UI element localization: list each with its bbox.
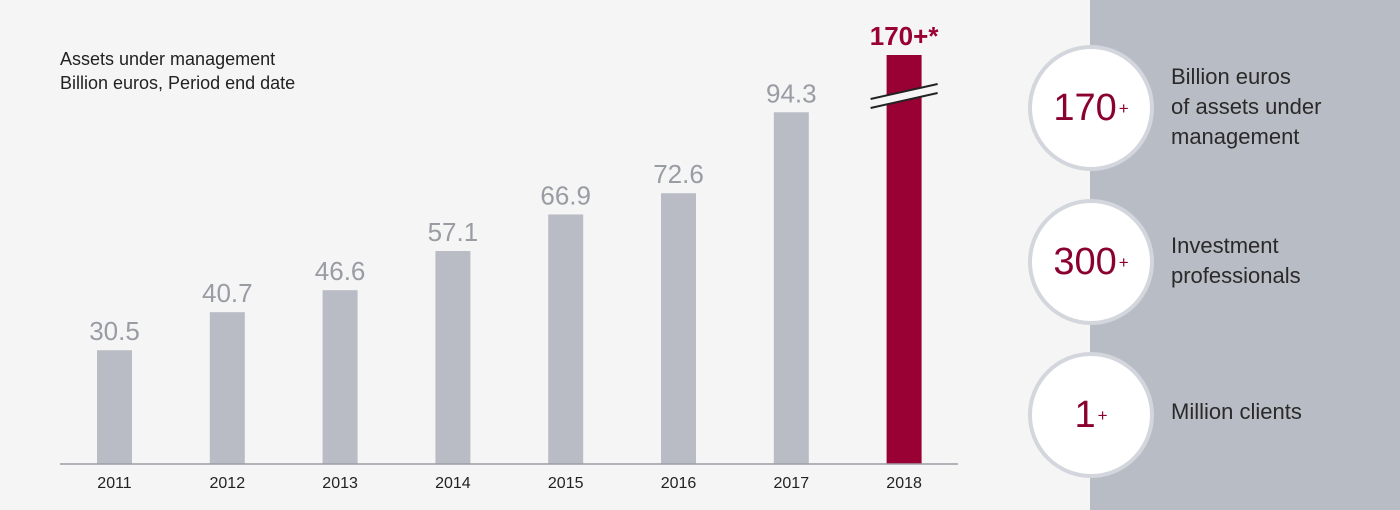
x-tick-label-2012: 2012 <box>210 475 246 492</box>
stat-circle-clients: 1 + <box>1028 352 1154 478</box>
x-tick-label-2018: 2018 <box>886 475 922 492</box>
bar-2018 <box>886 55 922 464</box>
bar-2016 <box>661 193 696 464</box>
x-tick-label-2013: 2013 <box>322 475 358 492</box>
x-tick-label-2011: 2011 <box>97 475 132 492</box>
stat-circle-aum: 170 + <box>1028 45 1154 171</box>
data-label-2017: 94.3 <box>766 78 817 108</box>
bar-2013 <box>322 290 358 464</box>
stat-circle-professionals: 300 + <box>1028 199 1154 325</box>
axis-break-gap <box>870 84 938 108</box>
stat-value-aum: 170 + <box>1053 87 1129 129</box>
stat-label-aum: Billion euros of assets under management <box>1171 64 1322 149</box>
bar-2014 <box>435 251 471 464</box>
bar-2015 <box>548 214 584 464</box>
data-label-2018: 170+* <box>870 21 940 51</box>
chart-title: Assets under management <box>60 49 276 69</box>
stats-sidebar: 170 + Billion euros of assets under manag… <box>1028 0 1400 510</box>
bar-chart: 30.5 2011 40.7 2012 46.6 2013 57.1 2014 66.9 2015… <box>60 21 958 492</box>
axis-break-line-upper <box>870 83 938 100</box>
data-label-2012: 40.7 <box>202 278 253 308</box>
bar-2012 <box>209 312 245 464</box>
stat-value-professionals: 300 + <box>1053 241 1129 283</box>
data-label-2011: 30.5 <box>89 316 140 346</box>
data-label-2014: 57.1 <box>428 217 479 247</box>
x-tick-label-2014: 2014 <box>435 475 471 492</box>
x-tick-label-2016: 2016 <box>661 475 697 492</box>
stat-label-clients: Million clients <box>1171 399 1302 424</box>
data-label-2016: 72.6 <box>653 159 704 189</box>
stat-label-professionals: Investment professionals <box>1171 233 1301 288</box>
x-tick-label-2017: 2017 <box>774 475 810 492</box>
data-label-2015: 66.9 <box>540 180 591 210</box>
x-tick-label-2015: 2015 <box>548 475 584 492</box>
chart-subtitle: Billion euros, Period end date <box>60 73 296 93</box>
axis-break-line-lower <box>870 92 938 109</box>
bar-2017 <box>773 112 809 465</box>
bar-2011 <box>97 350 132 464</box>
data-label-2013: 46.6 <box>315 256 366 286</box>
chart-area: Assets under management Billion euros, P… <box>60 21 958 492</box>
stat-value-clients: 1 + <box>1074 394 1108 436</box>
